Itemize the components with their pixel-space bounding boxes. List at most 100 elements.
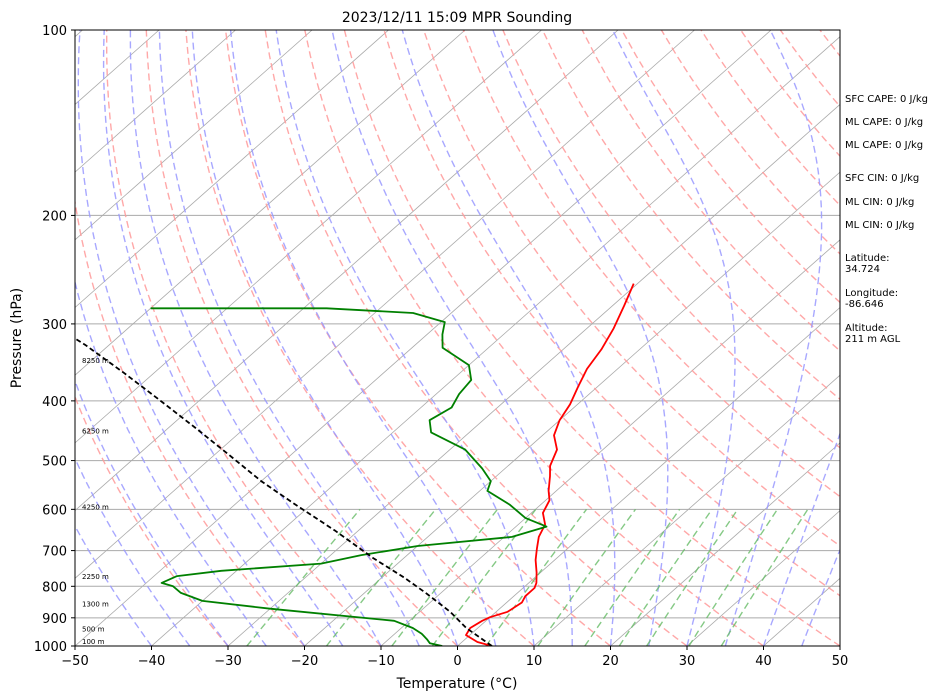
- height-label: 500 m: [82, 626, 105, 634]
- stat-value: 211 m AGL: [845, 334, 901, 345]
- isotherm-line: [686, 510, 840, 646]
- y-tick-label: 200: [42, 209, 67, 224]
- x-tick-label: −30: [214, 654, 241, 669]
- moist-adiabat: [762, 431, 840, 646]
- stat-line: SFC CAPE: 0 J/kg: [845, 94, 928, 105]
- mixing-ratio-line: [646, 508, 739, 646]
- y-tick-label: 100: [42, 24, 67, 39]
- dry-adiabat: [75, 197, 306, 646]
- dry-adiabat: [502, 30, 840, 449]
- moist-adiabat: [75, 379, 229, 646]
- x-tick-label: −50: [61, 654, 88, 669]
- x-tick-label: 50: [832, 654, 849, 669]
- moist-adiabat: [612, 30, 736, 646]
- isotherm-line: [151, 36, 840, 646]
- stat-line: ML CAPE: 0 J/kg: [845, 140, 923, 151]
- stat-line: Altitude:: [845, 323, 887, 334]
- y-axis-label: Pressure (hPa): [9, 288, 25, 388]
- y-tick-label: 600: [42, 503, 67, 518]
- height-label: 100 m: [82, 638, 105, 646]
- x-tick-label: −20: [291, 654, 318, 669]
- isotherm-line: [75, 30, 236, 173]
- x-tick-label: 10: [526, 654, 543, 669]
- isotherm-line: [75, 30, 542, 444]
- moist-adiabat: [75, 456, 191, 646]
- stat-line: ML CAPE: 0 J/kg: [845, 117, 923, 128]
- moist-adiabat: [158, 30, 420, 646]
- isotherm-line: [380, 239, 840, 646]
- height-label: 6250 m: [82, 427, 109, 435]
- height-label: 2250 m: [82, 573, 109, 581]
- height-label: 8250 m: [82, 357, 109, 365]
- mixing-ratio-line: [720, 508, 809, 646]
- dry-adiabat: [264, 30, 688, 646]
- x-axis: −50 −40 −30 −20 −10 0 10 20 30 40 50: [61, 646, 848, 669]
- x-axis-label: Temperature (°C): [396, 676, 518, 692]
- stat-value: -86.646: [845, 299, 884, 310]
- y-tick-label: 1000: [34, 640, 67, 655]
- dry-adiabat: [185, 30, 535, 646]
- y-axis: 1000 900 800 700 600 500 400 300 200 100: [34, 24, 75, 655]
- isotherm-line: [75, 30, 466, 376]
- plot-frame: [74, 29, 841, 647]
- stat-line: SFC CIN: 0 J/kg: [845, 173, 919, 184]
- x-tick-label: −10: [367, 654, 394, 669]
- mixing-ratio-line: [325, 508, 437, 646]
- dry-adiabat: [383, 30, 840, 597]
- isotherm-line: [75, 30, 619, 512]
- y-tick-label: 800: [42, 580, 67, 595]
- background-grid: [0, 30, 840, 646]
- chart-title: 2023/12/11 15:09 MPR Sounding: [342, 10, 572, 26]
- x-tick-label: 20: [602, 654, 619, 669]
- x-tick-label: −40: [138, 654, 165, 669]
- isotherm-line: [0, 30, 6, 646]
- moist-adiabat: [724, 30, 823, 646]
- moist-adiabat: [275, 30, 535, 646]
- mixing-ratio-line: [246, 508, 361, 646]
- mixing-ratio-line: [431, 508, 537, 646]
- dry-adiabat: [106, 30, 382, 646]
- isotherm-line: [457, 306, 840, 646]
- mixing-ratio-line: [584, 508, 681, 646]
- isotherm-line: [610, 442, 840, 646]
- isotherm-line: [227, 103, 840, 646]
- dry-adiabat: [462, 30, 840, 498]
- x-tick-label: 40: [755, 654, 772, 669]
- isotherm-line: [75, 30, 313, 241]
- height-labels: 100 m 500 m 1300 m 2250 m 4250 m 6250 m 8250 m: [82, 357, 109, 646]
- isotherm-line: [304, 171, 840, 646]
- stat-line: ML CIN: 0 J/kg: [845, 197, 914, 208]
- mixing-ratio-line: [618, 508, 713, 646]
- y-tick-label: 400: [42, 395, 67, 410]
- dry-adiabat: [224, 30, 611, 646]
- parcel-profile-line: [75, 337, 493, 646]
- y-tick-label: 700: [42, 545, 67, 560]
- moist-adiabat: [129, 30, 382, 646]
- stats-panel: SFC CAPE: 0 J/kg ML CAPE: 0 J/kg ML CAPE: …: [845, 94, 928, 345]
- dry-adiabat: [343, 30, 840, 646]
- dewpoint-profile-line: [150, 307, 548, 646]
- stat-value: 34.724: [845, 264, 880, 275]
- y-tick-label: 300: [42, 318, 67, 333]
- dry-adiabat: [75, 394, 229, 646]
- mixing-ratio-line: [537, 508, 637, 646]
- temperature-profile-line: [465, 283, 635, 646]
- x-tick-label: 0: [453, 654, 461, 669]
- moist-adiabat: [75, 279, 267, 646]
- dry-adiabat: [304, 30, 764, 646]
- isotherm-line: [75, 30, 389, 309]
- isotherm-line: [75, 30, 695, 579]
- mixing-ratio-line: [485, 508, 588, 646]
- x-tick-label: 30: [679, 654, 696, 669]
- mixing-ratio-line: [688, 508, 778, 646]
- moist-adiabat: [102, 30, 344, 646]
- isotherm-line: [533, 374, 840, 646]
- dry-adiabat: [939, 30, 947, 646]
- moist-adiabat: [401, 30, 616, 646]
- moist-adiabat: [229, 30, 497, 646]
- stat-line: ML CIN: 0 J/kg: [845, 220, 914, 231]
- stat-line: Latitude:: [845, 253, 890, 264]
- y-tick-label: 500: [42, 455, 67, 470]
- height-label: 1300 m: [82, 601, 109, 609]
